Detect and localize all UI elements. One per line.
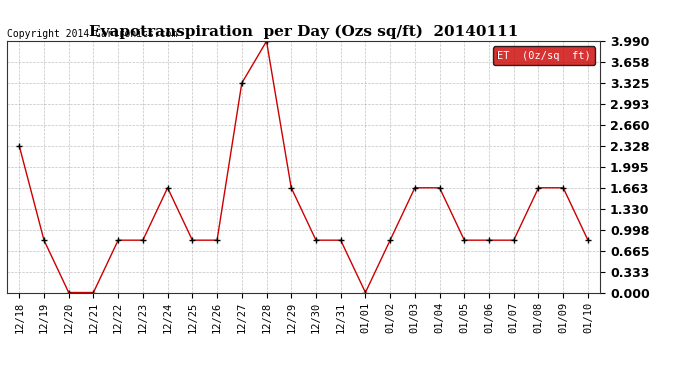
Legend: ET  (0z/sq  ft): ET (0z/sq ft) (493, 46, 595, 65)
Title: Evapotranspiration  per Day (Ozs sq/ft)  20140111: Evapotranspiration per Day (Ozs sq/ft) 2… (89, 24, 518, 39)
Text: Copyright 2014 Cartronics.com: Copyright 2014 Cartronics.com (7, 29, 177, 39)
